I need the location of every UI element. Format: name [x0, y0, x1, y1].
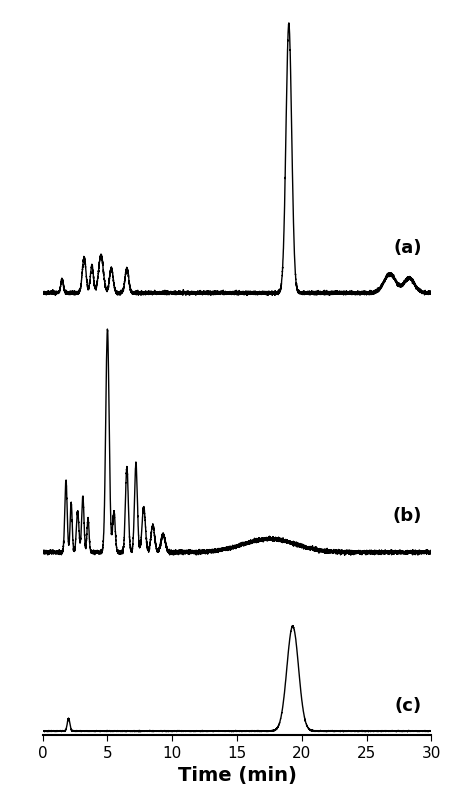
Text: (b): (b)	[392, 507, 422, 525]
Text: (c): (c)	[394, 697, 422, 715]
Text: (a): (a)	[393, 239, 422, 257]
X-axis label: Time (min): Time (min)	[178, 766, 296, 785]
